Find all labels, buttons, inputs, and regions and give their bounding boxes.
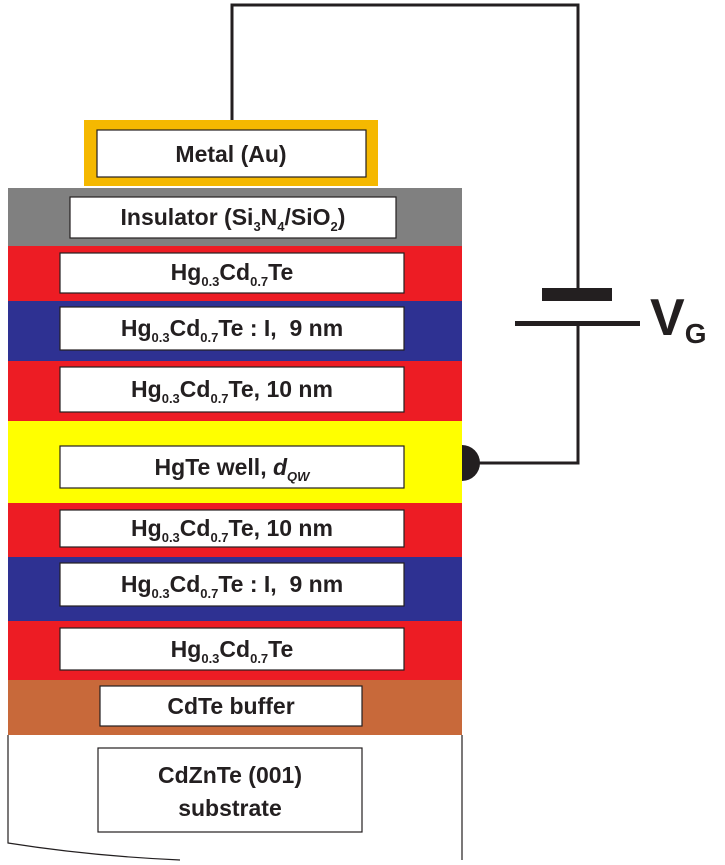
label-part: 0.3	[152, 586, 170, 601]
label-box	[59, 366, 405, 413]
label-part: Cd	[180, 515, 211, 541]
label-box	[69, 196, 397, 239]
layer-label: Hg0.3Cd0.7Te	[171, 636, 294, 666]
label-box	[97, 747, 363, 833]
label-part: 0.7	[200, 586, 218, 601]
label-part: 0.7	[200, 330, 218, 345]
label-part: Te, 10 nm	[229, 376, 333, 402]
metal-label: Metal (Au)	[175, 141, 286, 167]
layer-label: Hg0.3Cd0.7Te	[171, 259, 294, 289]
layer-label: Hg0.3Cd0.7Te : I, 9 nm	[121, 571, 343, 601]
label-part: Hg	[171, 259, 202, 285]
label-box	[59, 627, 405, 671]
label-box	[96, 129, 367, 178]
label-box	[59, 306, 405, 351]
label-part: 0.7	[210, 530, 228, 545]
label-part: Hg	[171, 636, 202, 662]
label-part: 0.7	[210, 391, 228, 406]
label-part: Cd	[219, 636, 250, 662]
label-part: Cd	[170, 315, 201, 341]
layer-label: Insulator (Si3N4/SiO2)	[121, 204, 346, 234]
label-part: 4	[277, 219, 285, 234]
label-part: Hg	[121, 571, 152, 597]
layer-label: Hg0.3Cd0.7Te, 10 nm	[131, 376, 333, 406]
label-part: Hg	[131, 376, 162, 402]
label-box	[59, 509, 405, 548]
label-box	[59, 252, 405, 294]
label-part: 0.3	[152, 330, 170, 345]
label-part: Cd	[219, 259, 250, 285]
label-part: Te	[268, 636, 293, 662]
circuit	[230, 3, 580, 465]
layer-label: Hg0.3Cd0.7Te, 10 nm	[131, 515, 333, 545]
voltage-label: VG	[650, 289, 706, 349]
label-part: Te : I, 9 nm	[218, 315, 343, 341]
label-box	[59, 445, 405, 489]
label-part: 2	[331, 219, 338, 234]
label-part: 0.7	[250, 651, 268, 666]
battery-plate	[515, 321, 640, 326]
label-part: 0.3	[201, 651, 219, 666]
label-part: N	[261, 204, 278, 230]
label-part: 0.3	[201, 274, 219, 289]
label-part: 0.7	[250, 274, 268, 289]
battery-plate	[542, 288, 612, 301]
label-part: Cd	[170, 571, 201, 597]
label-part: Hg	[121, 315, 152, 341]
label-part: QW	[287, 469, 311, 484]
layer-label: CdZnTe (001)	[158, 762, 302, 788]
label-part: d	[273, 454, 288, 480]
label-part: Te : I, 9 nm	[218, 571, 343, 597]
label-part: Hg	[131, 515, 162, 541]
label-box	[59, 562, 405, 607]
side-contact	[462, 445, 480, 481]
label-part: /SiO	[285, 204, 331, 230]
label-part: Te, 10 nm	[229, 515, 333, 541]
label-part: HgTe well,	[155, 454, 273, 480]
layer-label: substrate	[178, 795, 282, 821]
layer-label: HgTe well, dQW	[155, 454, 312, 484]
label-part: Te	[268, 259, 293, 285]
label-part: 3	[253, 219, 260, 234]
label-part: 0.3	[162, 530, 180, 545]
label-part: V	[650, 289, 685, 347]
label-part: )	[338, 204, 346, 230]
label-box	[99, 685, 363, 727]
label-part: G	[685, 318, 707, 349]
layers	[7, 188, 463, 861]
label-part: Cd	[180, 376, 211, 402]
layer-label: Hg0.3Cd0.7Te : I, 9 nm	[121, 315, 343, 345]
label-part: 0.3	[162, 391, 180, 406]
substrate-outline	[7, 735, 463, 861]
layer-label: CdTe buffer	[167, 693, 294, 719]
label-part: Insulator (Si	[121, 204, 254, 230]
